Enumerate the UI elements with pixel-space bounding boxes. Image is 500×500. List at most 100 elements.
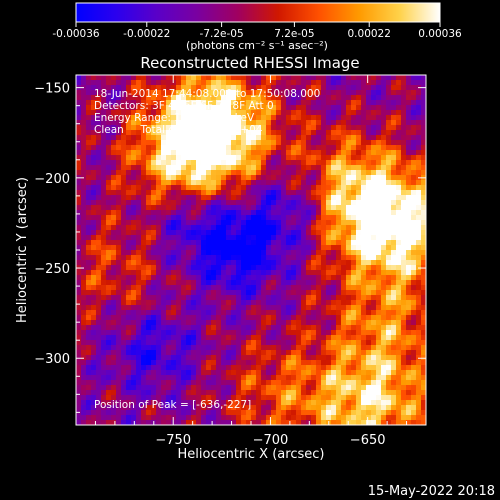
image-cell xyxy=(366,315,372,321)
image-cell xyxy=(336,235,342,241)
image-cell xyxy=(211,325,217,331)
image-cell xyxy=(111,400,117,406)
image-cell xyxy=(296,290,302,296)
image-cell xyxy=(316,390,322,396)
image-cell xyxy=(286,395,292,401)
image-cell xyxy=(311,220,317,226)
image-cell xyxy=(91,355,97,361)
image-cell xyxy=(371,320,377,326)
image-cell xyxy=(216,360,222,366)
image-cell xyxy=(416,380,422,386)
image-cell xyxy=(311,170,317,176)
image-cell xyxy=(151,150,157,156)
image-cell xyxy=(421,200,426,206)
image-cell xyxy=(411,145,417,151)
image-cell xyxy=(81,275,87,281)
image-cell xyxy=(301,95,307,101)
image-cell xyxy=(81,390,87,396)
image-cell xyxy=(366,155,372,161)
image-cell xyxy=(141,80,147,86)
image-cell xyxy=(126,395,132,401)
image-cell xyxy=(256,260,262,266)
image-cell xyxy=(81,225,87,231)
image-cell xyxy=(286,320,292,326)
image-cell xyxy=(226,370,232,376)
image-cell xyxy=(306,105,312,111)
image-cell xyxy=(396,275,402,281)
image-cell xyxy=(371,350,377,356)
image-cell xyxy=(301,185,307,191)
image-cell xyxy=(101,210,107,216)
image-cell xyxy=(341,410,347,416)
image-cell xyxy=(211,275,217,281)
image-cell xyxy=(136,385,142,391)
image-cell xyxy=(191,260,197,266)
image-cell xyxy=(341,400,347,406)
image-cell xyxy=(321,120,327,126)
image-cell xyxy=(191,380,197,386)
image-cell xyxy=(126,415,132,421)
image-cell xyxy=(396,280,402,286)
image-cell xyxy=(316,365,322,371)
image-cell xyxy=(311,420,317,425)
image-cell xyxy=(141,145,147,151)
image-cell xyxy=(211,85,217,91)
image-cell xyxy=(111,320,117,326)
image-cell xyxy=(136,220,142,226)
image-cell xyxy=(116,245,122,251)
image-cell xyxy=(176,235,182,241)
image-cell xyxy=(136,395,142,401)
image-cell xyxy=(236,340,242,346)
image-cell xyxy=(226,250,232,256)
image-cell xyxy=(136,375,142,381)
image-cell xyxy=(366,300,372,306)
image-cell xyxy=(131,345,137,351)
image-cell xyxy=(151,140,157,146)
image-cell xyxy=(266,245,272,251)
image-cell xyxy=(306,315,312,321)
image-cell xyxy=(191,250,197,256)
image-cell xyxy=(221,380,227,386)
image-cell xyxy=(321,385,327,391)
image-cell xyxy=(276,405,282,411)
image-cell xyxy=(96,330,102,336)
image-cell xyxy=(176,300,182,306)
image-cell xyxy=(221,305,227,311)
image-cell xyxy=(411,170,417,176)
image-cell xyxy=(201,235,207,241)
image-cell xyxy=(181,360,187,366)
image-cell xyxy=(171,265,177,271)
image-cell xyxy=(216,190,222,196)
image-cell xyxy=(421,305,426,311)
image-cell xyxy=(136,400,142,406)
image-cell xyxy=(176,305,182,311)
image-cell xyxy=(296,235,302,241)
image-cell xyxy=(281,280,287,286)
image-cell xyxy=(101,95,107,101)
image-cell xyxy=(126,205,132,211)
image-cell xyxy=(91,220,97,226)
image-cell xyxy=(381,395,387,401)
image-cell xyxy=(321,420,327,425)
image-cell xyxy=(301,90,307,96)
image-cell xyxy=(81,90,87,96)
image-cell xyxy=(256,395,262,401)
image-cell xyxy=(171,85,177,91)
image-cell xyxy=(101,335,107,341)
image-cell xyxy=(131,315,137,321)
image-cell xyxy=(246,255,252,261)
image-cell xyxy=(91,290,97,296)
image-cell xyxy=(336,410,342,416)
image-cell xyxy=(176,115,182,121)
image-cell xyxy=(241,130,247,136)
image-cell xyxy=(131,180,137,186)
image-cell xyxy=(106,165,112,171)
image-cell xyxy=(91,370,97,376)
image-cell xyxy=(111,260,117,266)
image-cell xyxy=(191,290,197,296)
image-cell xyxy=(341,320,347,326)
image-cell xyxy=(351,265,357,271)
image-cell xyxy=(106,380,112,386)
image-cell xyxy=(301,240,307,246)
image-cell xyxy=(156,270,162,276)
